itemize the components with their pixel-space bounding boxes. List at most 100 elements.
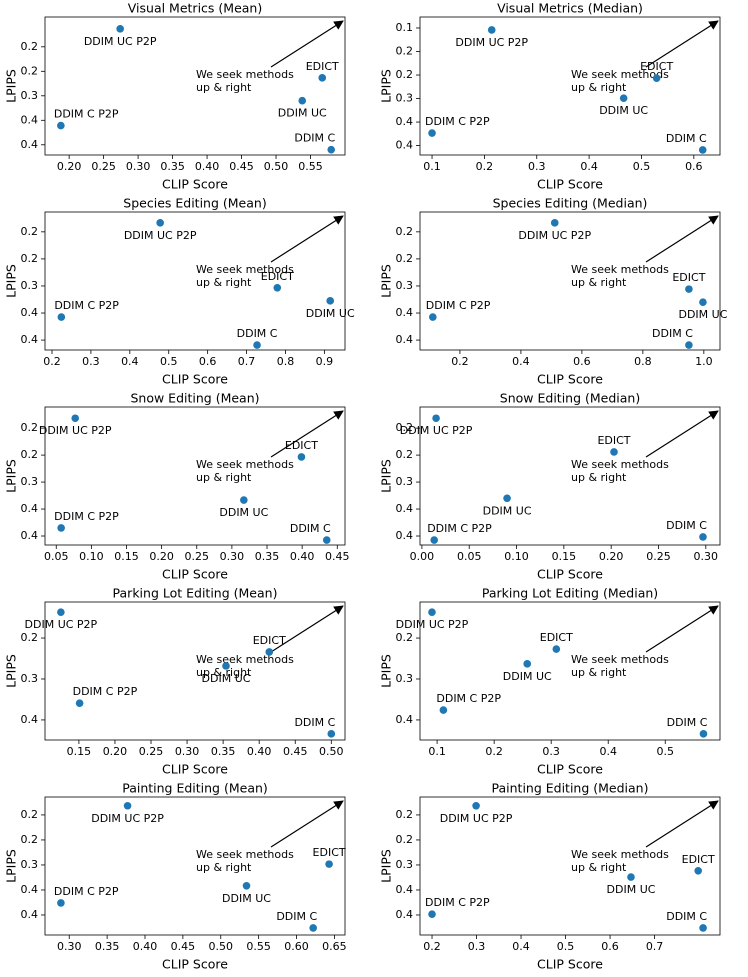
point-label: DDIM UC P2P <box>396 618 469 631</box>
point-label: EDICT <box>540 631 573 644</box>
x-tick-label: 0.50 <box>264 160 289 173</box>
y-axis-label: LPIPS <box>379 459 394 493</box>
x-tick-label: 0.45 <box>171 940 196 953</box>
y-tick-label: 0.4 <box>396 529 414 542</box>
y-tick-label: 0.3 <box>21 475 39 488</box>
point-label: DDIM C <box>294 132 335 145</box>
y-tick-label: 0.4 <box>21 502 39 515</box>
subplot: Visual Metrics (Median)CLIP ScoreLPIPS0.… <box>379 1 721 192</box>
subplot-title: Visual Metrics (Median) <box>497 1 643 16</box>
point-label: DDIM C P2P <box>73 685 138 698</box>
y-tick-label: 0.2 <box>21 421 39 434</box>
x-axis-label: CLIP Score <box>537 567 603 582</box>
x-tick-label: 0.25 <box>91 160 116 173</box>
point-label: DDIM UC <box>222 892 271 905</box>
data-point <box>552 645 561 653</box>
y-tick-label: 0.2 <box>21 40 39 53</box>
data-point <box>318 74 327 82</box>
x-tick-label: 0.5 <box>557 940 575 953</box>
annotation-text: up & right <box>196 471 252 484</box>
data-point <box>326 297 335 305</box>
annotation-text: We seek methods <box>571 458 669 471</box>
point-label: DDIM UC <box>278 107 327 120</box>
data-point <box>327 730 336 738</box>
y-tick-label: 0.1 <box>396 21 414 34</box>
x-tick-label: 0.20 <box>103 745 128 758</box>
data-point <box>57 524 65 532</box>
data-point <box>57 608 65 617</box>
x-tick-label: 1.0 <box>695 355 713 368</box>
annotation-arrow <box>270 605 344 653</box>
point-label: EDICT <box>597 434 630 447</box>
annotation-text: up & right <box>196 666 252 679</box>
y-tick-label: 0.4 <box>21 333 39 346</box>
data-point <box>116 25 124 33</box>
annotation-text: up & right <box>571 81 627 94</box>
point-label: DDIM C P2P <box>425 896 490 909</box>
data-point <box>698 146 707 154</box>
y-tick-label: 0.4 <box>21 306 39 319</box>
axes-frame <box>44 601 346 741</box>
axes-frame <box>44 16 346 156</box>
annotation-text: up & right <box>196 81 252 94</box>
x-tick-label: 0.3 <box>82 355 100 368</box>
data-point <box>430 536 438 544</box>
annotation-text: We seek methods <box>571 263 669 276</box>
x-tick-label: 0.40 <box>247 745 272 758</box>
y-axis-label: LPIPS <box>4 654 19 688</box>
x-tick-label: 0.20 <box>599 550 624 563</box>
point-label: DDIM UC <box>202 672 251 685</box>
point-label: DDIM C <box>666 132 707 145</box>
x-tick-label: 0.05 <box>44 550 69 563</box>
y-tick-label: 0.2 <box>21 808 39 821</box>
y-tick-label: 0.4 <box>396 908 414 921</box>
x-tick-label: 0.2 <box>451 355 469 368</box>
annotation-arrow <box>645 800 719 848</box>
y-tick-label: 0.3 <box>396 279 414 292</box>
point-label: DDIM C <box>237 327 278 340</box>
x-axis-label: CLIP Score <box>162 762 228 777</box>
x-tick-label: 0.1 <box>428 745 446 758</box>
point-label: DDIM UC P2P <box>400 424 473 437</box>
annotation-text: up & right <box>571 861 627 874</box>
x-tick-label: 0.8 <box>277 355 295 368</box>
annotation-arrow <box>270 800 344 848</box>
y-tick-label: 0.2 <box>396 448 414 461</box>
x-tick-label: 0.8 <box>634 355 652 368</box>
data-point <box>71 414 80 423</box>
x-tick-label: 0.10 <box>504 550 529 563</box>
x-tick-label: 0.35 <box>95 940 120 953</box>
subplot: Parking Lot Editing (Median) CLIP Score LP… <box>379 586 721 777</box>
x-tick-label: 0.45 <box>325 550 350 563</box>
x-tick-label: 0.45 <box>229 160 254 173</box>
point-label: DDIM UC P2P <box>518 229 591 242</box>
point-label: DDIM UC P2P <box>84 35 157 48</box>
subplot-title: Parking Lot Editing (Median) <box>482 586 658 601</box>
x-tick-label: 0.20 <box>149 550 174 563</box>
point-label: DDIM UC <box>503 670 552 683</box>
x-tick-label: 0.2 <box>423 940 441 953</box>
y-tick-label: 0.4 <box>396 713 414 726</box>
x-tick-label: 0.6 <box>573 355 591 368</box>
subplot: Snow Editing (Median) CLIP Score LPIPS 0.00… <box>379 391 721 582</box>
point-label: EDICT <box>313 846 346 859</box>
point-label: DDIM UC <box>306 307 355 320</box>
data-point <box>652 74 661 82</box>
subplot: Species Editing (Mean)CLIP ScoreLPIPS0.2… <box>4 196 355 387</box>
annotation-arrow <box>270 410 344 458</box>
y-tick-label: 0.2 <box>21 252 39 265</box>
x-tick-label: 0.50 <box>209 940 234 953</box>
y-tick-label: 0.2 <box>21 64 39 77</box>
x-tick-label: 0.2 <box>43 355 61 368</box>
x-tick-label: 0.4 <box>512 940 530 953</box>
x-tick-label: 0.2 <box>476 160 494 173</box>
x-tick-label: 0.2 <box>485 745 503 758</box>
y-tick-label: 0.4 <box>21 713 39 726</box>
axes-frame <box>419 406 721 546</box>
x-tick-label: 0.15 <box>67 745 92 758</box>
x-tick-label: 0.40 <box>290 550 315 563</box>
data-point <box>429 313 437 321</box>
y-tick-label: 0.3 <box>21 89 39 102</box>
y-tick-label: 0.2 <box>396 808 414 821</box>
y-tick-label: 0.4 <box>21 138 39 151</box>
